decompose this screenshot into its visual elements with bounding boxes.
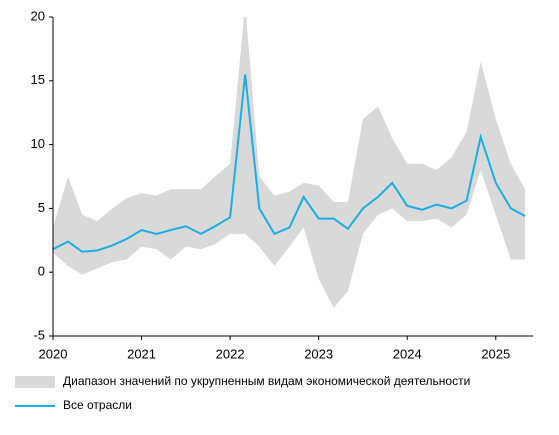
range-band — [53, 17, 525, 308]
y-tick-label: 20 — [31, 8, 45, 23]
y-tick-label: 5 — [38, 200, 45, 215]
x-tick-label: 2023 — [304, 346, 333, 361]
legend-swatch — [15, 376, 55, 388]
legend-label: Диапазон значений по укрупненным видам э… — [63, 374, 470, 388]
plot-area — [53, 17, 526, 308]
y-tick-label: -5 — [33, 327, 45, 342]
x-tick-label: 2020 — [39, 346, 68, 361]
y-tick-label: 0 — [38, 264, 45, 279]
x-tick-label: 2021 — [127, 346, 156, 361]
y-tick-label: 15 — [31, 72, 45, 87]
y-tick-label: 10 — [31, 136, 45, 151]
x-tick-label: 2024 — [393, 346, 422, 361]
legend-label: Все отрасли — [63, 398, 132, 412]
x-tick-label: 2022 — [216, 346, 245, 361]
line — [53, 74, 526, 253]
x-tick-label: 2025 — [481, 346, 510, 361]
